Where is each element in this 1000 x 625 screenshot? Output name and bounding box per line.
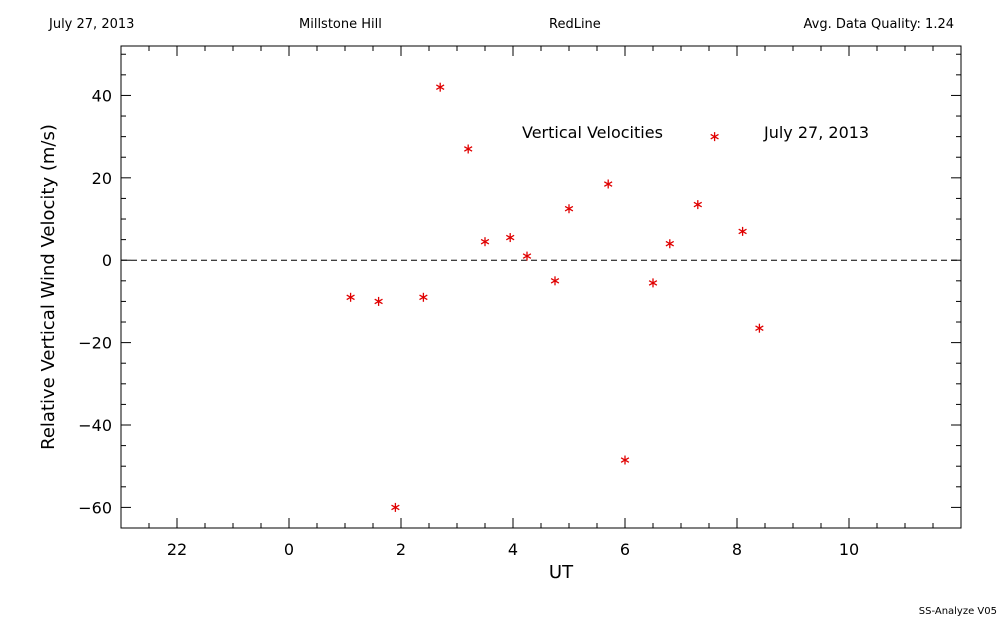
plot-frame [120,45,962,529]
data-point [710,132,719,142]
data-point [620,455,630,465]
data-point [693,200,703,210]
data-point [603,179,613,189]
data-point [374,296,383,306]
data-point [391,502,400,512]
data-point [480,237,490,247]
data-point [550,276,560,286]
y-tick-label: 40 [92,86,112,105]
x-tick-label: 22 [167,540,187,559]
data-point [738,226,747,236]
data-point [564,204,574,214]
header-instrument: RedLine [549,17,601,32]
data-point [505,233,515,243]
header-date: July 27, 2013 [49,17,135,32]
data-point [648,278,658,288]
data-point [665,239,675,249]
y-tick-label: 0 [102,251,112,270]
x-tick-label: 2 [396,540,406,559]
data-point [463,144,473,154]
y-tick-label: −20 [78,334,112,353]
header-site: Millstone Hill [299,17,382,32]
data-point [419,292,428,302]
chart-labels: 22 0 2 4 6 8 10 −60 −40 −20 0 20 40 UT Relative Vertic… [38,86,869,583]
x-tick-label: 0 [284,540,294,559]
data-point [755,323,764,333]
data-point [435,82,445,92]
y-tick-label: −60 [78,498,112,517]
axes [120,45,962,529]
data-point [522,251,532,261]
x-tick-label: 4 [508,540,518,559]
data-points [346,82,764,512]
x-tick-label: 10 [839,540,859,559]
x-axis-title: UT [549,562,574,583]
x-tick-label: 8 [732,540,742,559]
x-tick-label: 6 [620,540,630,559]
header-data-quality: Avg. Data Quality: 1.24 [803,17,954,32]
y-axis-title: Relative Vertical Wind Velocity (m/s) [38,124,59,450]
data-point [346,292,355,302]
annotation-date: July 27, 2013 [763,123,869,142]
y-tick-label: 20 [92,169,112,188]
footer-version: SS-Analyze V05 [918,606,997,617]
y-tick-label: −40 [78,416,112,435]
annotation-title: Vertical Velocities [522,123,663,142]
